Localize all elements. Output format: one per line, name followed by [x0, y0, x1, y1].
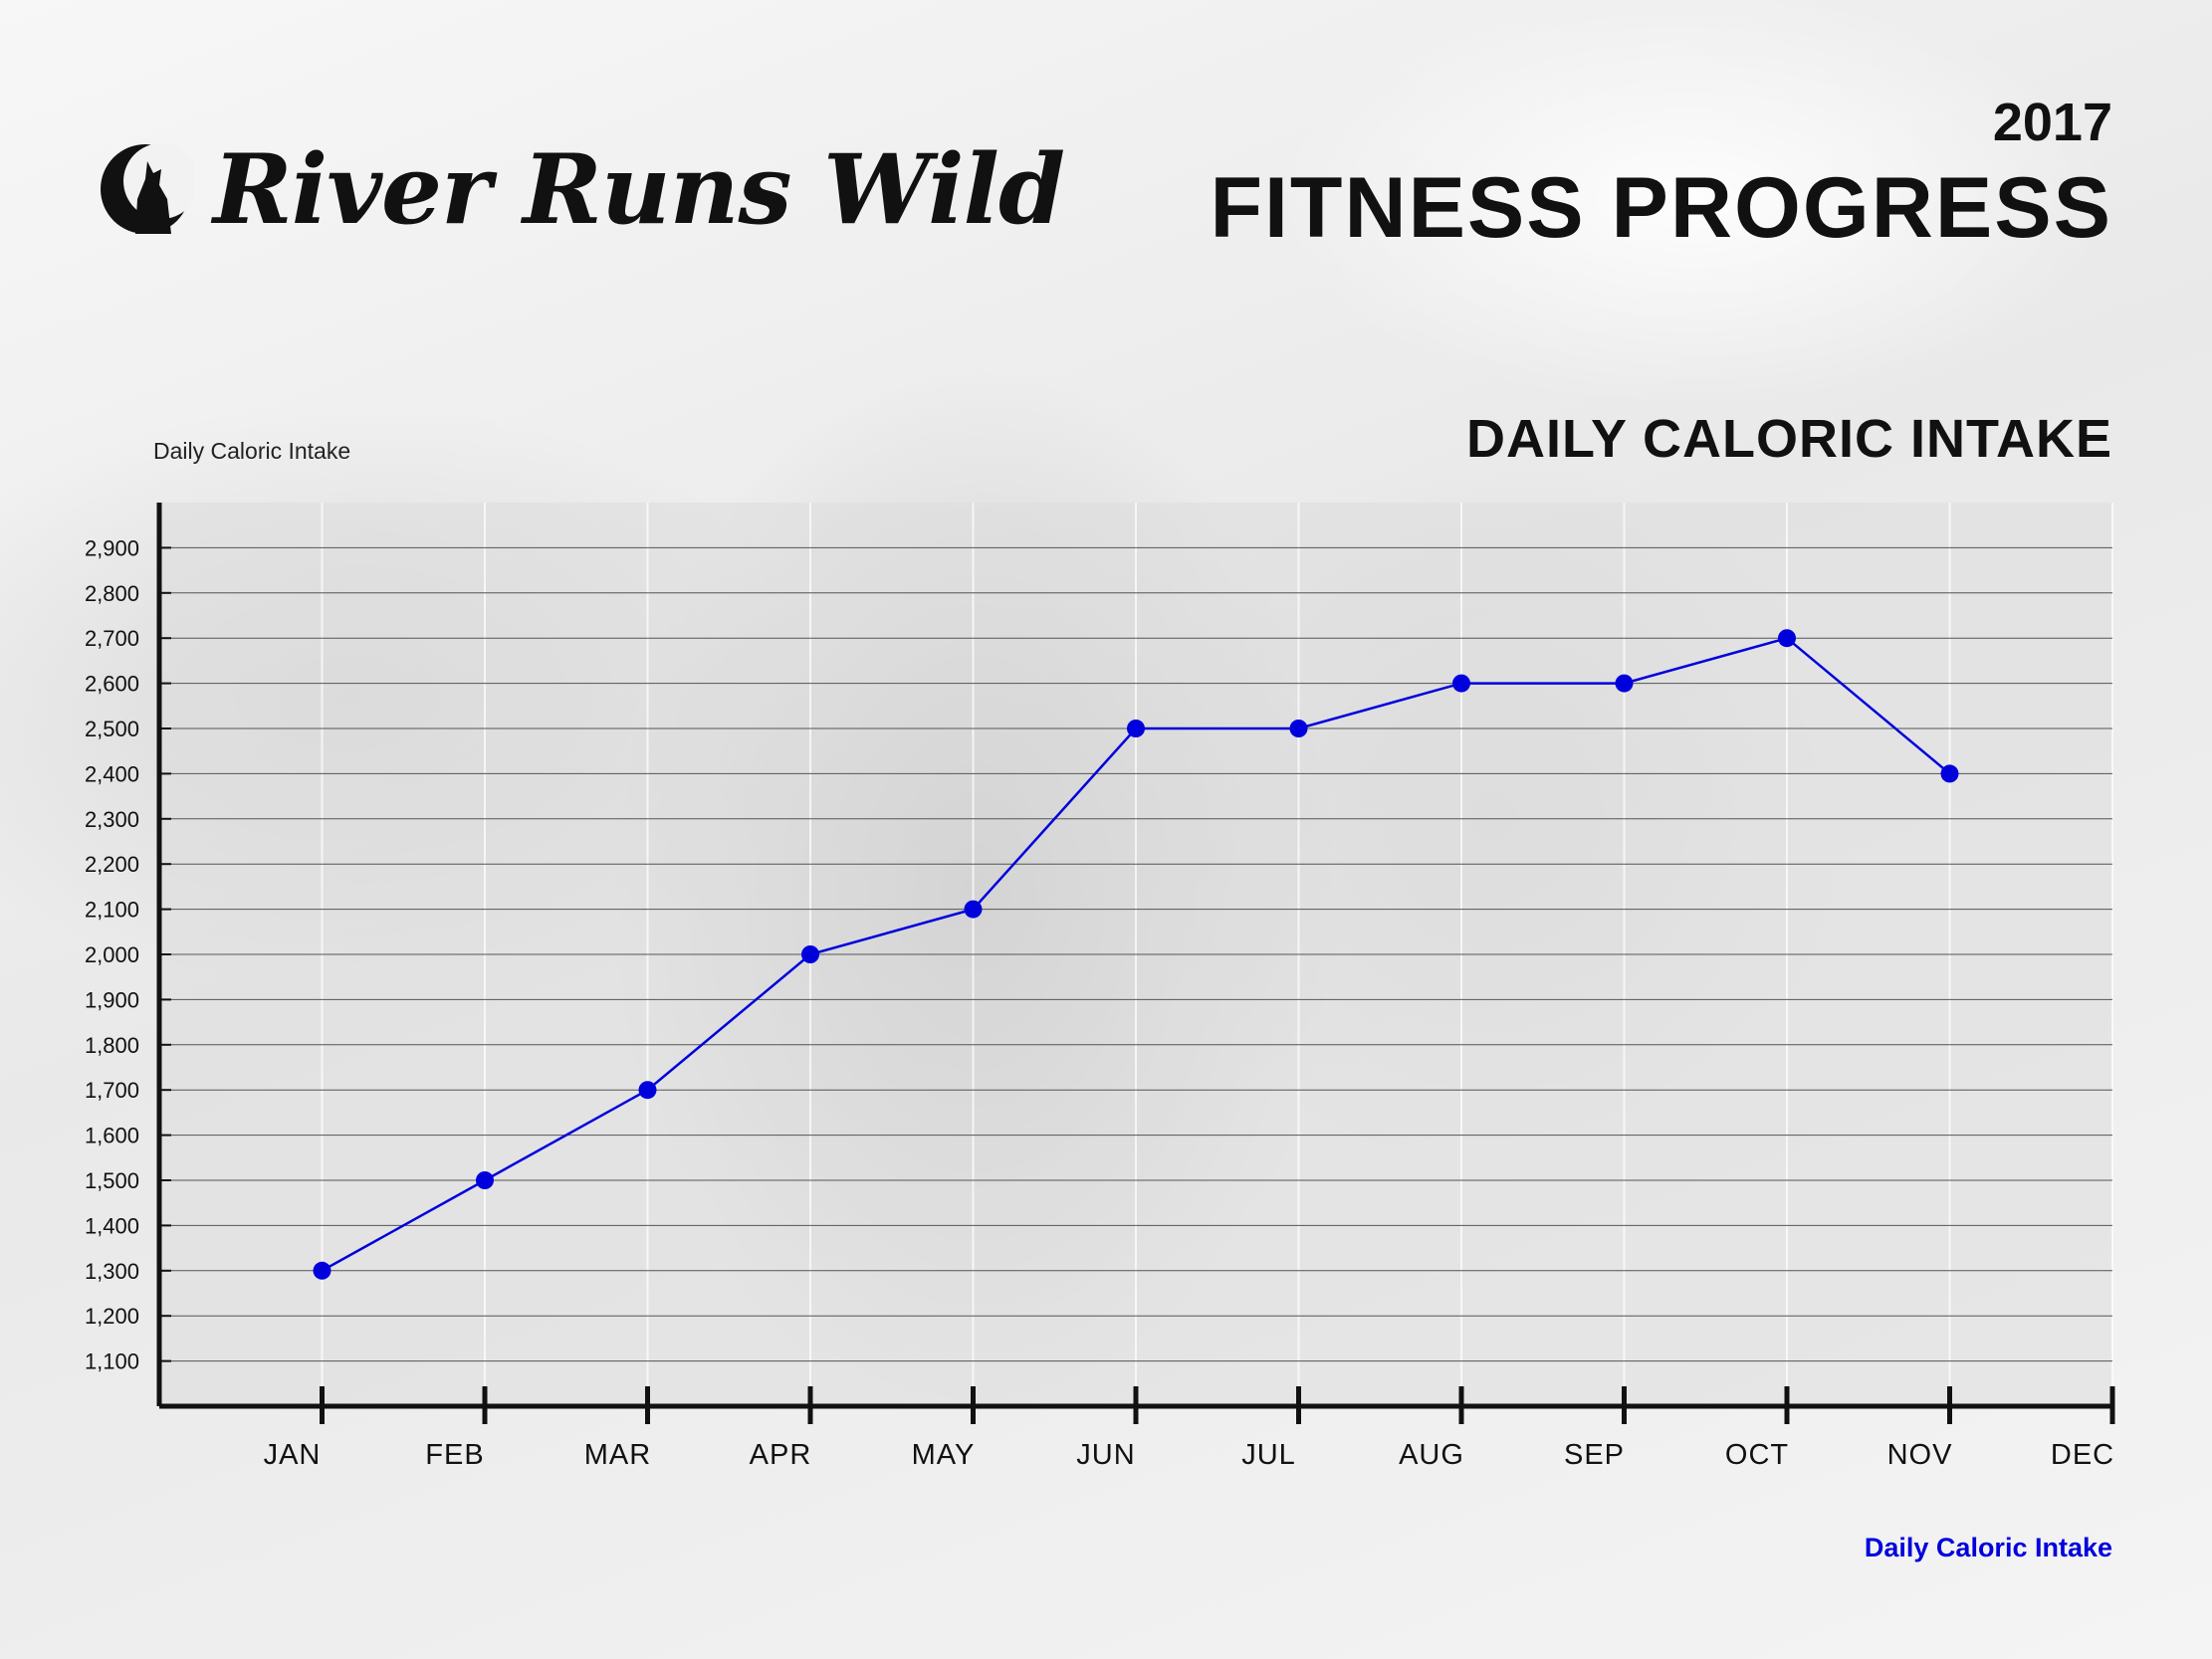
y-tick-label: 2,600	[85, 672, 139, 697]
y-tick-label: 1,300	[85, 1259, 139, 1284]
x-tick-label: JUN	[1076, 1439, 1135, 1471]
y-tick-label: 1,600	[85, 1124, 139, 1148]
x-tick-label: MAY	[912, 1439, 976, 1471]
data-point	[1940, 764, 1959, 783]
y-tick-label: 1,200	[85, 1304, 139, 1329]
chart-title: DAILY CALORIC INTAKE	[1465, 409, 2112, 469]
x-tick-label: JUL	[1241, 1439, 1296, 1471]
legend-entry: Daily Caloric Intake	[1864, 1533, 2112, 1562]
data-point	[1615, 674, 1634, 693]
brand-logo: River Runs Wild	[96, 129, 1065, 249]
data-point	[313, 1261, 332, 1280]
data-point	[1778, 629, 1796, 648]
data-point	[476, 1171, 494, 1189]
y-tick-label: 1,400	[85, 1213, 139, 1238]
x-tick-label: MAR	[584, 1439, 651, 1471]
y-tick-label: 2,400	[85, 761, 139, 786]
page-title: FITNESS PROGRESS	[1210, 160, 2112, 256]
x-tick-label: OCT	[1725, 1439, 1789, 1471]
y-tick-label: 2,000	[85, 942, 139, 967]
x-tick-label: NOV	[1887, 1439, 1953, 1471]
y-tick-label: 2,900	[85, 535, 139, 560]
y-tick-label: 1,800	[85, 1033, 139, 1058]
y-tick-label: 2,700	[85, 626, 139, 651]
data-point	[964, 900, 983, 919]
y-tick-label: 2,800	[85, 581, 139, 606]
data-point	[1127, 720, 1145, 737]
data-point	[801, 945, 819, 963]
y-tick-label: 2,200	[85, 852, 139, 877]
x-tick-label: JAN	[264, 1439, 322, 1471]
wolf-moon-icon	[101, 143, 195, 234]
brand-name: River Runs Wild	[213, 132, 1065, 246]
x-tick-label: AUG	[1399, 1439, 1464, 1471]
y-tick-label: 2,500	[85, 717, 139, 741]
y-tick-label: 2,300	[85, 807, 139, 832]
y-tick-label: 1,900	[85, 987, 139, 1012]
y-tick-label: 1,500	[85, 1168, 139, 1193]
x-tick-label: FEB	[425, 1439, 484, 1471]
data-point	[1452, 674, 1470, 693]
year: 2017	[1992, 93, 2112, 152]
data-point	[638, 1081, 657, 1100]
data-point	[1289, 720, 1308, 737]
y-tick-label: 1,700	[85, 1078, 139, 1103]
y-tick-label: 1,100	[85, 1349, 139, 1374]
x-tick-label: SEP	[1564, 1439, 1625, 1471]
x-tick-label: DEC	[2051, 1439, 2114, 1471]
x-tick-label: APR	[750, 1439, 812, 1471]
y-axis-label: Daily Caloric Intake	[153, 438, 351, 464]
y-tick-label: 2,100	[85, 898, 139, 923]
